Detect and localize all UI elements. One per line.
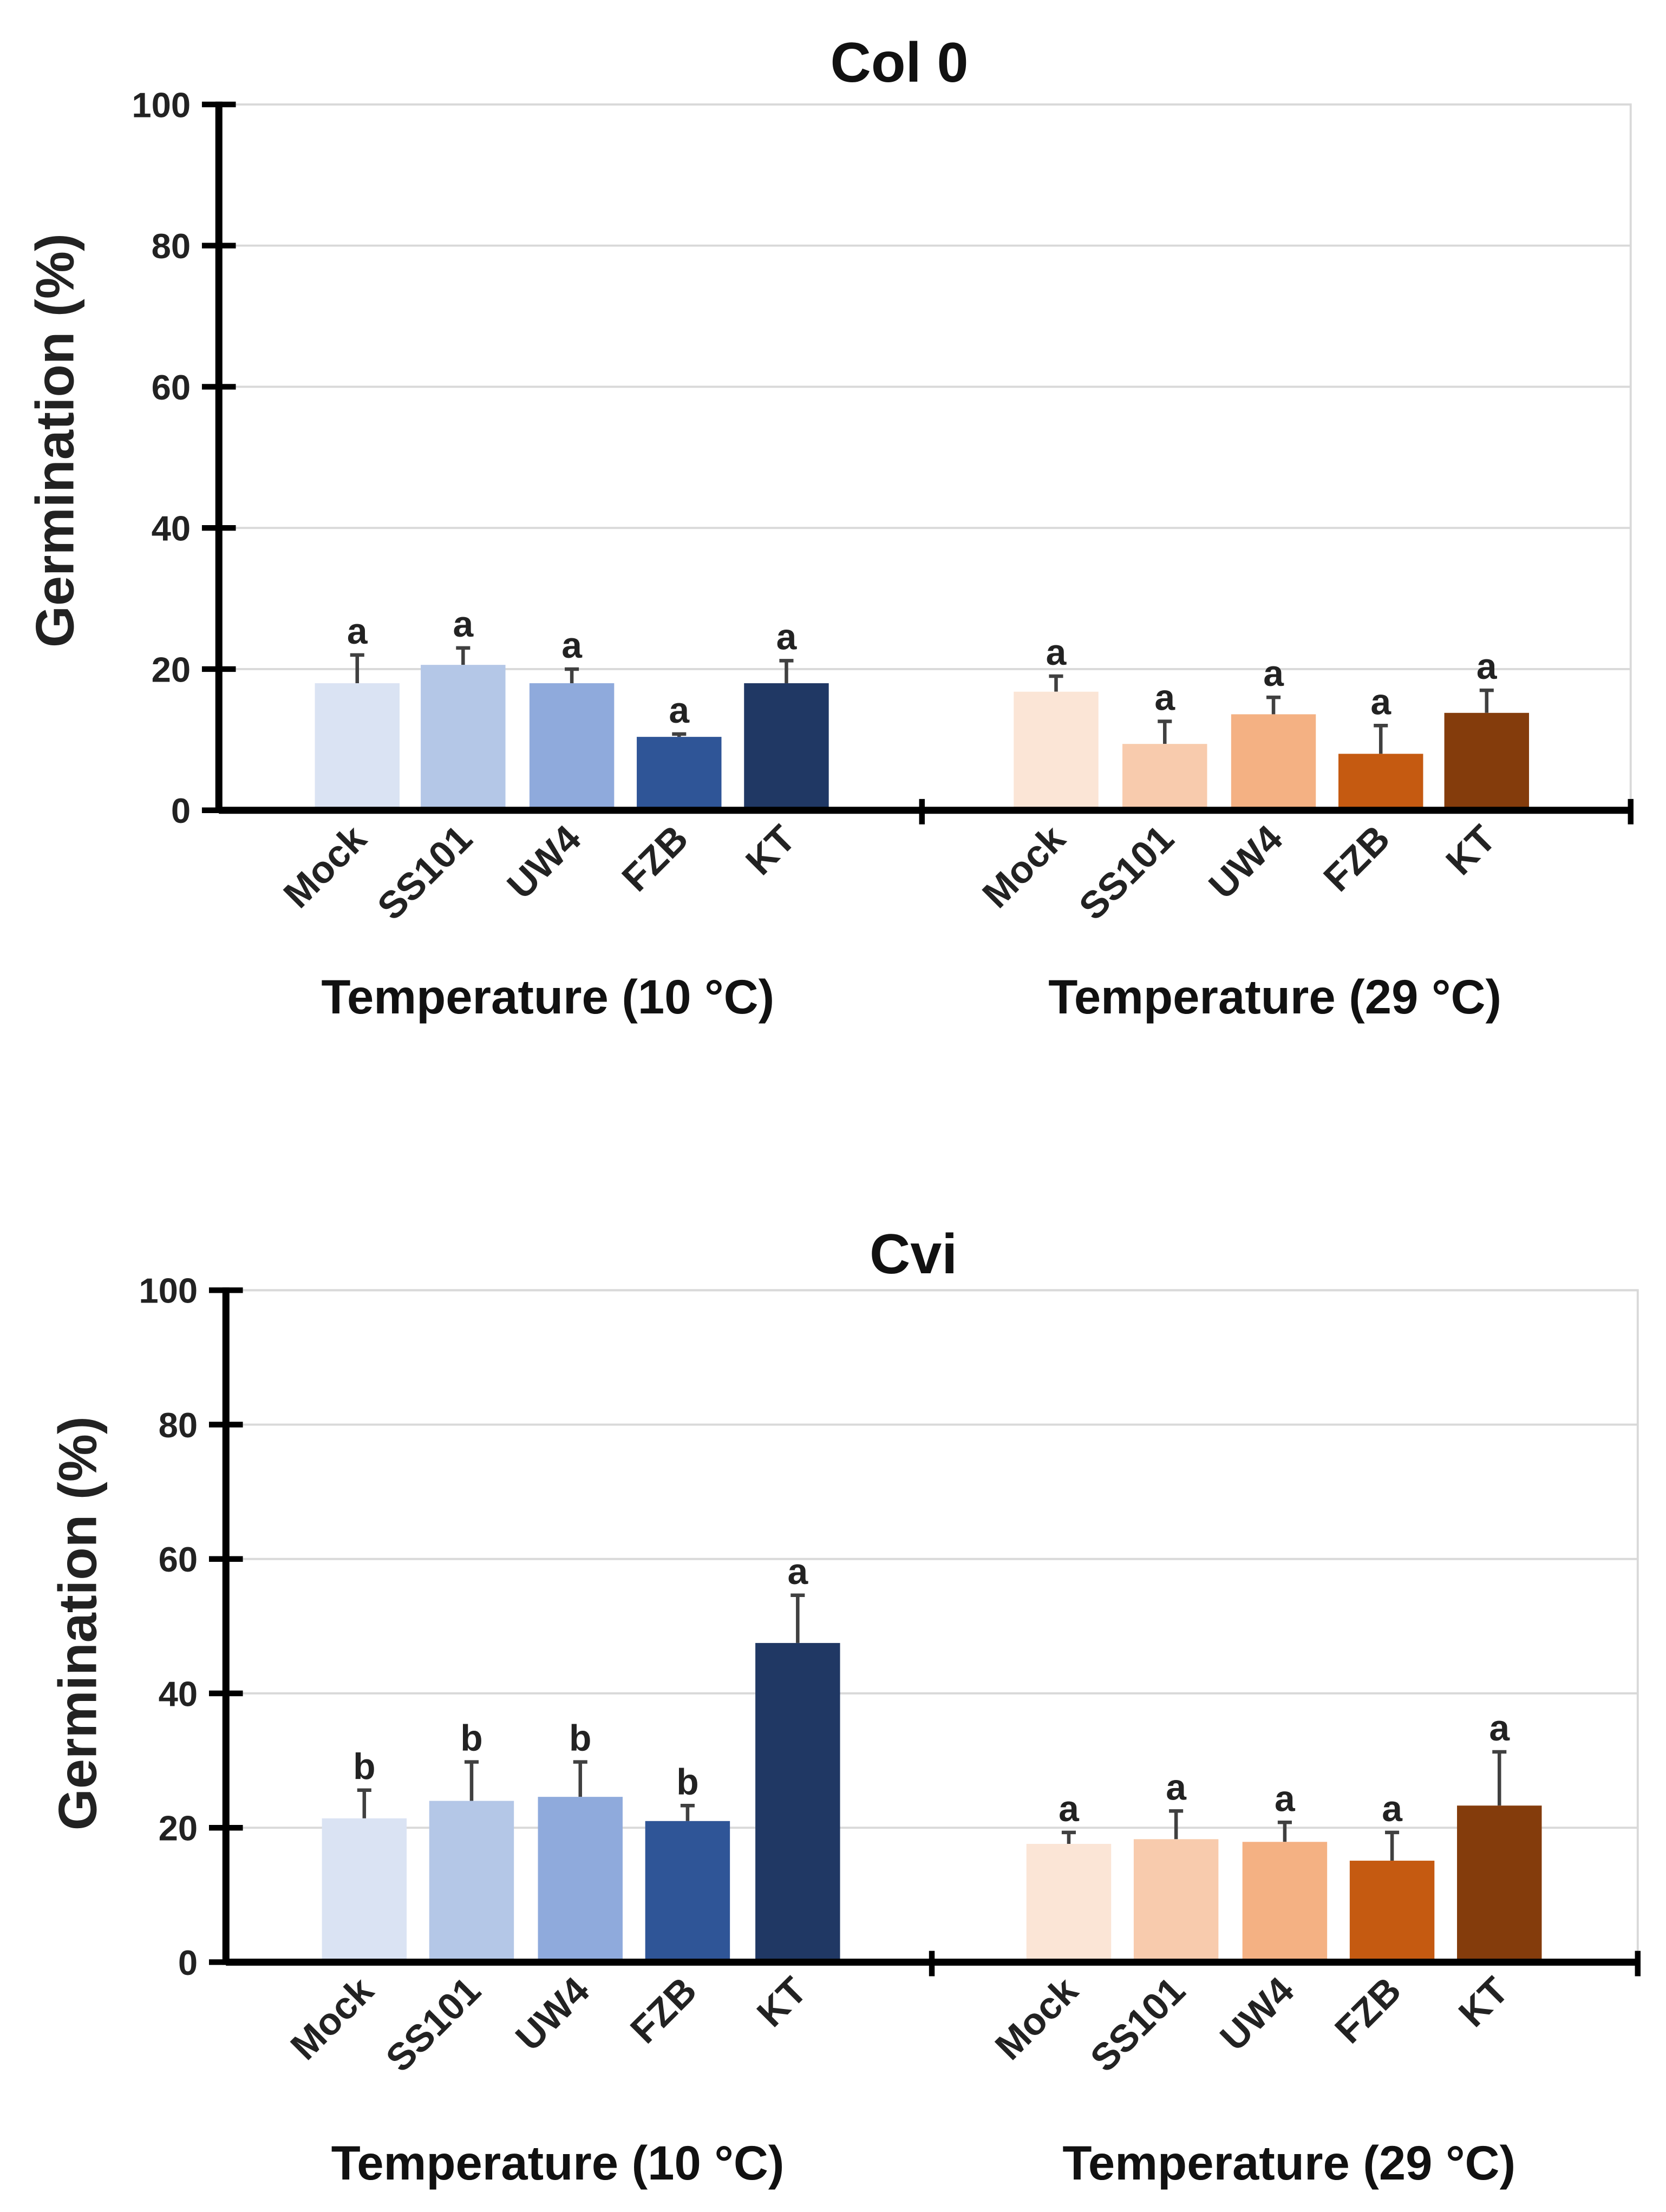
bar-uw4 [529, 683, 615, 810]
bar-kt [1444, 712, 1530, 810]
bar-fzb [637, 737, 722, 810]
significance-letter: a [1382, 1789, 1403, 1829]
bar-fzb [1338, 754, 1423, 810]
bar-ss101 [421, 665, 506, 810]
x-category-label: Mock [986, 1968, 1086, 2068]
y-tick-label: 20 [159, 1809, 198, 1848]
bar-kt [755, 1642, 840, 1962]
y-axis-label: Germination (%) [25, 233, 85, 647]
bar-uw4 [538, 1797, 623, 1962]
x-category-label: SS101 [377, 1969, 488, 2080]
significance-letter: b [569, 1718, 591, 1759]
bar-ss101 [1122, 744, 1207, 810]
x-category-label: KT [737, 817, 803, 883]
significance-letter: a [1059, 1789, 1080, 1829]
significance-letter: a [776, 617, 798, 657]
x-category-label: KT [749, 1969, 815, 2035]
x-category-label: KT [1438, 817, 1504, 883]
y-tick-label: 80 [159, 1405, 198, 1445]
x-category-label: SS101 [1082, 1969, 1193, 2080]
bar-fzb [1349, 1861, 1435, 1962]
chart-title: Col 0 [831, 31, 969, 94]
bar-mock [1026, 1844, 1112, 1962]
group-label: Temperature (29 °C) [1062, 2136, 1515, 2190]
significance-letter: a [1166, 1767, 1187, 1808]
y-tick-label: 100 [132, 85, 191, 125]
significance-letter: b [460, 1718, 482, 1759]
significance-letter: a [453, 604, 474, 645]
x-category-label: UW4 [499, 817, 589, 907]
x-category-label: Mock [275, 816, 375, 916]
bar-uw4 [1231, 714, 1316, 810]
significance-letter: b [353, 1746, 375, 1787]
bar-uw4 [1242, 1842, 1328, 1962]
x-category-label: SS101 [1070, 817, 1181, 928]
y-tick-label: 20 [152, 650, 191, 689]
y-tick-label: 60 [152, 368, 191, 407]
significance-letter: a [1489, 1708, 1510, 1749]
chart-panel: Col 0 Germination (%) 0 20 40 60 80 100 a Mock a SS… [25, 31, 1634, 1024]
x-category-label: UW4 [507, 1969, 597, 2059]
significance-letter: a [1263, 653, 1284, 694]
x-category-label: UW4 [1200, 817, 1290, 907]
significance-letter: a [561, 625, 583, 666]
y-tick-label: 40 [159, 1674, 198, 1713]
x-category-label: SS101 [369, 817, 480, 928]
x-category-label: Mock [282, 1968, 382, 2068]
x-category-label: FZB [1327, 1969, 1409, 2052]
x-category-label: Mock [974, 816, 1074, 916]
y-tick-label: 0 [178, 1943, 198, 1982]
x-category-label: FZB [613, 817, 696, 900]
significance-letter: a [787, 1552, 808, 1592]
y-axis-label: Germination (%) [47, 1416, 107, 1830]
y-tick-label: 100 [139, 1271, 198, 1311]
bar-mock [1014, 691, 1099, 810]
x-category-label: FZB [1315, 817, 1398, 900]
bar-ss101 [429, 1801, 514, 1962]
y-tick-label: 60 [159, 1540, 198, 1579]
significance-letter: b [676, 1762, 698, 1802]
significance-letter: a [1370, 682, 1391, 722]
y-tick-label: 0 [171, 791, 191, 830]
bar-kt [744, 683, 829, 810]
significance-letter: a [1154, 678, 1175, 718]
x-category-label: KT [1451, 1969, 1517, 2035]
bar-mock [315, 683, 400, 810]
group-label: Temperature (10 °C) [331, 2136, 785, 2190]
significance-letter: a [669, 690, 690, 731]
x-category-label: FZB [622, 1969, 705, 2052]
significance-letter: a [1476, 646, 1498, 687]
significance-letter: a [347, 611, 368, 652]
chart-panel: Cvi Germination (%) 0 20 40 60 80 100 b Mock b SS10… [47, 1223, 1641, 2190]
bar-kt [1457, 1805, 1542, 1962]
bar-mock [322, 1818, 407, 1962]
chart-title: Cvi [870, 1223, 957, 1286]
significance-letter: a [1275, 1778, 1296, 1819]
y-tick-label: 40 [152, 509, 191, 548]
x-category-label: UW4 [1212, 1969, 1302, 2059]
bar-ss101 [1133, 1839, 1219, 1962]
bar-fzb [645, 1821, 730, 1962]
group-label: Temperature (10 °C) [321, 970, 774, 1024]
significance-letter: a [1046, 632, 1067, 673]
y-tick-label: 80 [152, 226, 191, 266]
group-label: Temperature (29 °C) [1048, 970, 1501, 1024]
